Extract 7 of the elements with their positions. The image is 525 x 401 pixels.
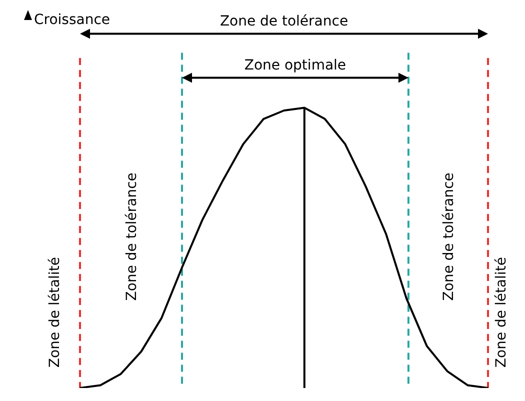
text: Zone de létalité [47,257,63,368]
annotation: Zone de tolérance [441,172,458,301]
text: Zone de tolérance [220,14,348,30]
annotation: Zone de létalité [494,257,510,368]
text: Zone optimale [244,58,346,74]
annotation: Zone de tolérance [124,172,140,301]
text: Croissance [34,12,110,28]
